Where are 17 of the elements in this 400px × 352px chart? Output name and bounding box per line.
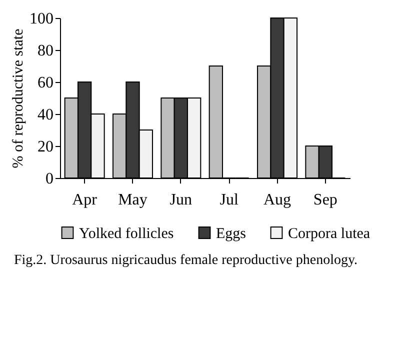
caption: Fig.2. Urosaurus nigricaudus female reproductive phenology. [14,252,359,270]
x-tick-label: Sep [313,192,338,208]
y-tick-label: 0 [46,170,54,188]
x-tick-label: May [118,192,148,208]
x-tick-label: Apr [72,192,98,208]
legend-label: Eggs [216,226,246,242]
legend-label: Corpora lutea [288,226,370,242]
y-tick-label: 40 [38,106,54,124]
y-tick-label: 100 [30,10,54,28]
y-tick-label: 80 [38,42,54,60]
x-tick-label: Aug [263,192,292,208]
legend-label: Yolked follicles [79,226,174,242]
x-tick-label: Jun [170,192,192,208]
y-tick-label: 60 [38,74,54,92]
x-tick-label: Jul [220,192,239,208]
y-tick-label: 20 [38,138,54,156]
y-axis-title: % of reproductive state [10,28,26,168]
